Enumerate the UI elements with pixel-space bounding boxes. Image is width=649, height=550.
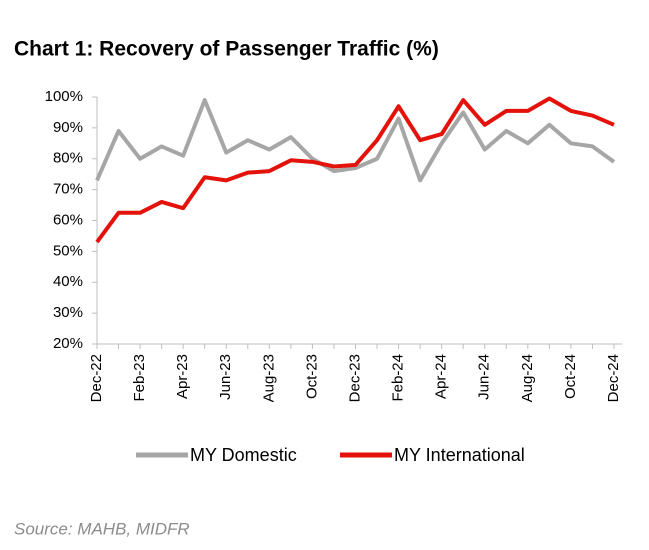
- x-tick-label: Dec-22: [88, 354, 105, 402]
- x-tick-label: Aug-24: [519, 354, 536, 402]
- source-note: Source: MAHB, MIDFR: [14, 519, 190, 538]
- x-tick-label: Feb-23: [131, 354, 148, 402]
- y-tick-label: 20%: [53, 335, 83, 352]
- legend-label: MY International: [394, 445, 525, 465]
- y-tick-label: 80%: [53, 150, 83, 167]
- y-tick-label: 70%: [53, 181, 83, 198]
- series-line: [95, 96, 615, 244]
- y-tick-label: 40%: [53, 273, 83, 290]
- x-tick-label: Oct-23: [303, 354, 320, 399]
- y-tick-label: 30%: [53, 304, 83, 321]
- x-tick-label: Apr-23: [174, 354, 191, 399]
- x-tick-label: Dec-23: [346, 354, 363, 402]
- x-tick-label: Apr-24: [433, 354, 450, 399]
- x-tick-label: Dec-24: [605, 354, 622, 402]
- y-tick-label: 60%: [53, 211, 83, 228]
- y-tick-label: 90%: [53, 119, 83, 136]
- chart-title: Chart 1: Recovery of Passenger Traffic (…: [14, 38, 439, 61]
- x-tick-label: Feb-24: [390, 354, 407, 402]
- x-tick-label: Jun-24: [476, 354, 493, 400]
- x-tick-label: Aug-23: [260, 354, 277, 402]
- legend-label: MY Domestic: [190, 445, 297, 465]
- y-tick-label: 50%: [53, 242, 83, 259]
- y-tick-label: 100%: [45, 88, 83, 105]
- x-tick-label: Jun-23: [217, 354, 234, 400]
- x-tick-label: Oct-24: [562, 354, 579, 399]
- series-line: [95, 98, 616, 183]
